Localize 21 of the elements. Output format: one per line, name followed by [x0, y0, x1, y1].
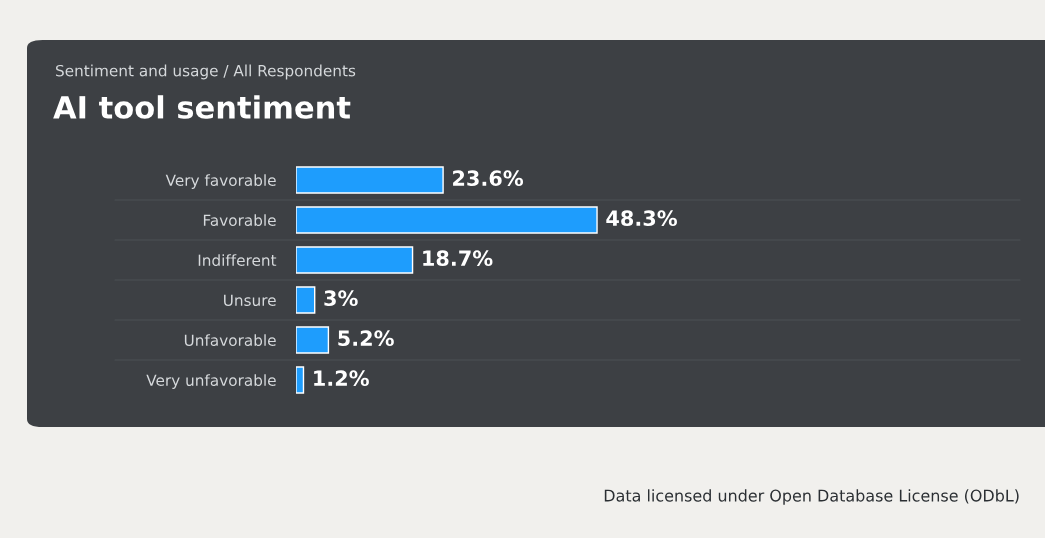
y-tick-label: Unfavorable	[184, 334, 276, 347]
bar	[296, 246, 414, 274]
y-tick-label: Favorable	[203, 214, 276, 227]
y-tick-label: Indifferent	[198, 254, 277, 267]
bar	[296, 326, 330, 354]
text: Data licensed under Open Database License (ODbL)	[604, 489, 1019, 505]
chart-title: AI tool sentiment	[53, 95, 351, 119]
y-tick-label: Very unfavorable	[146, 374, 276, 389]
y-tick-label: Unsure	[224, 294, 276, 307]
bar	[296, 206, 598, 234]
data-label: 1.2%	[314, 370, 369, 387]
bar	[296, 366, 305, 394]
data-label: 23.6%	[453, 170, 524, 187]
chart-subtitle: Sentiment and usage / All Respondents	[56, 64, 356, 80]
data-label: 18.7%	[423, 250, 493, 267]
bar	[296, 286, 316, 314]
y-tick-label: Very favorable	[165, 174, 276, 189]
data-label: 48.3%	[606, 210, 677, 227]
bar	[296, 166, 444, 194]
data-label: 5.2%	[338, 330, 394, 347]
data-label: 3%	[324, 290, 358, 307]
